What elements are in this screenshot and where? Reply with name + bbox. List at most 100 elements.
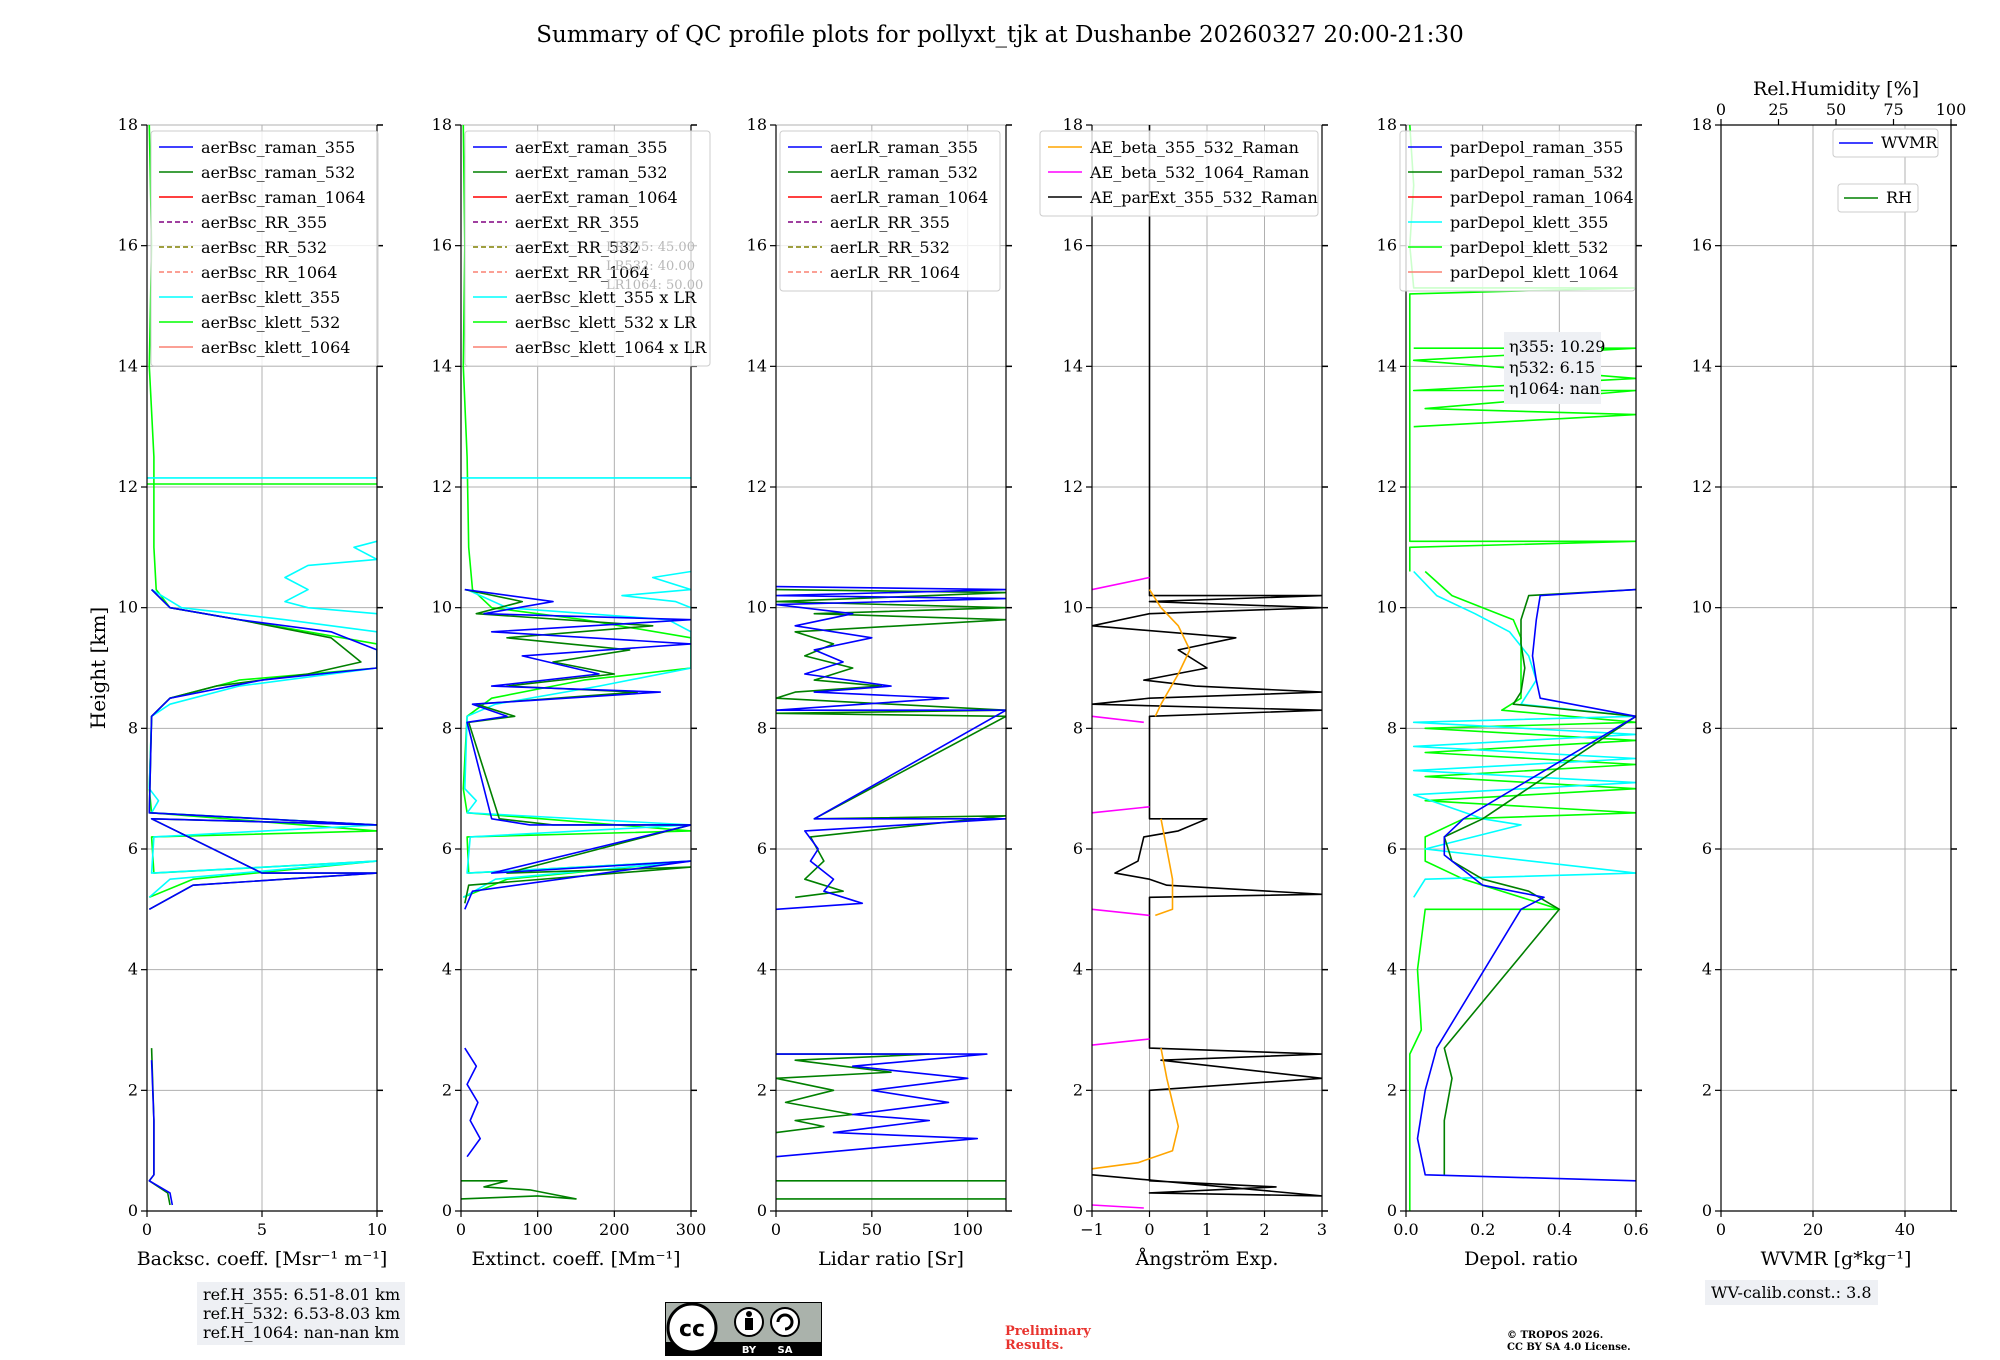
svg-text:cc: cc — [679, 1317, 705, 1342]
series-ae_beta_532_1064_a — [1092, 576, 1150, 591]
xtick-label-1: 0.2 — [1470, 1220, 1495, 1239]
ytick-label-3: 6 — [1387, 839, 1397, 858]
xtick-label-2: 0.4 — [1547, 1220, 1572, 1239]
ytick-label-8: 16 — [1692, 236, 1712, 255]
legend-label-0: WVMR — [1881, 133, 1938, 152]
ytick-label-7: 14 — [432, 356, 452, 375]
ytick-label-5: 10 — [1377, 598, 1397, 617]
legend: parDepol_raman_355 parDepol_raman_532 parD… — [1399, 130, 1636, 292]
ytick-label-4: 8 — [757, 718, 767, 737]
series-aerBsc_raman_355_low — [148, 1060, 174, 1206]
ytick-label-3: 6 — [128, 839, 138, 858]
legend-label-7: aerBsc_klett_532 — [201, 313, 340, 332]
xtick-label-0: 0.0 — [1393, 1220, 1418, 1239]
legend-label-5: aerBsc_RR_1064 — [201, 263, 337, 282]
ytick-label-4: 8 — [1073, 718, 1083, 737]
ytick-label-1: 2 — [1387, 1080, 1397, 1099]
cc-by-sa-logo: cc BY SA — [665, 1302, 822, 1356]
ytick-label-0: 0 — [1073, 1201, 1083, 1220]
ytick-label-2: 4 — [757, 960, 767, 979]
series-klett_532_depol — [1409, 570, 1636, 1211]
lr-label-2: LR1064: 50.00 — [606, 278, 703, 293]
plot-depol: 0 2 4 6 8 10 12 14 16 18 0.0 0.2 0.4 0.6 Depol. ratio p… — [1377, 115, 1649, 1270]
xtick-label-0: −1 — [1080, 1220, 1104, 1239]
legend-box-0 — [1832, 128, 1939, 158]
series-lr_355_low — [776, 1053, 988, 1158]
legend-label-2: parDepol_raman_1064 — [1450, 188, 1634, 207]
ytick-label-9: 18 — [432, 115, 452, 134]
ytick-label-4: 8 — [128, 718, 138, 737]
series-lr_355 — [776, 585, 1006, 911]
cc-by-label: BY — [742, 1345, 757, 1356]
ytick-label-4: 8 — [1702, 718, 1712, 737]
eta-label-2: η1064: nan — [1509, 379, 1600, 398]
ytick-label-4: 8 — [1387, 718, 1397, 737]
ytick-label-7: 14 — [1692, 356, 1712, 375]
xtick-label-3: 0.6 — [1623, 1220, 1648, 1239]
ytick-label-6: 12 — [1063, 477, 1083, 496]
series-klett_355_ext — [462, 588, 691, 898]
xtick-label-1: 50 — [862, 1220, 882, 1239]
legend-label-1: aerExt_raman_532 — [515, 163, 668, 182]
series-klett_355_depol — [1412, 570, 1636, 898]
legend-label-5: aerLR_RR_1064 — [830, 263, 960, 282]
xtick-label-2: 40 — [1895, 1220, 1915, 1239]
top-xtick-label-0: 0 — [1716, 100, 1726, 119]
ytick-label-1: 2 — [128, 1080, 138, 1099]
ytick-label-2: 4 — [128, 960, 138, 979]
series-raman_355_low_ext — [464, 1047, 482, 1158]
xtick-label-3: 2 — [1259, 1220, 1269, 1239]
series-raman_532_depol — [1443, 588, 1636, 1175]
legend-label-3: aerBsc_RR_355 — [201, 213, 327, 232]
preliminary-notice: Preliminary Results. — [1005, 1325, 1091, 1353]
ytick-label-1: 2 — [757, 1080, 767, 1099]
lr-label-1: LR532: 40.00 — [606, 259, 695, 274]
preliminary-line-1: Preliminary — [1005, 1324, 1091, 1339]
ytick-label-7: 14 — [747, 356, 767, 375]
cc-sa-label: SA — [778, 1345, 793, 1356]
series-ae_beta_532_1064_e — [1092, 1038, 1150, 1046]
wv-calibration-box: WV-calib.const.: 3.8 — [1705, 1280, 1878, 1305]
series-ae_beta_532_1064_d — [1092, 908, 1150, 917]
ytick-label-6: 12 — [1377, 477, 1397, 496]
legend-label-0: parDepol_raman_355 — [1450, 138, 1623, 157]
ytick-label-5: 10 — [1063, 598, 1083, 617]
legend-label-6: aerBsc_klett_355 — [201, 288, 340, 307]
eta-label-1: η532: 6.15 — [1509, 358, 1595, 377]
legend-box — [1039, 130, 1319, 217]
ref-height-1064: ref.H_1064: nan-nan km — [203, 1323, 400, 1342]
ytick-label-7: 14 — [1377, 356, 1397, 375]
ytick-label-8: 16 — [747, 236, 767, 255]
legend-label-0: AE_beta_355_532_Raman — [1089, 138, 1299, 157]
ytick-label-8: 16 — [118, 236, 138, 255]
legend-label-1: RH — [1886, 188, 1912, 207]
xlabel: WVMR [g*kg⁻¹] — [1761, 1248, 1912, 1270]
ytick-label-0: 0 — [1702, 1201, 1712, 1220]
series-group — [1092, 125, 1322, 1209]
legend-label-4: parDepol_klett_532 — [1450, 238, 1608, 257]
ytick-label-2: 4 — [1702, 960, 1712, 979]
top-xtick-label-2: 50 — [1826, 100, 1846, 119]
top-xtick-label-3: 75 — [1883, 100, 1903, 119]
series-ae_beta_355_532 — [1148, 589, 1191, 717]
legend-box — [150, 130, 379, 367]
plot-lr: 0 2 4 6 8 10 12 14 16 18 0 50 100 Lidar ratio [Sr] aer… — [747, 115, 1012, 1270]
xtick-label-0: 0 — [456, 1220, 466, 1239]
xlabel: Lidar ratio [Sr] — [818, 1248, 964, 1270]
ytick-label-0: 0 — [442, 1201, 452, 1220]
series-group — [776, 585, 1006, 1200]
plot-ext: 0 2 4 6 8 10 12 14 16 18 0 100 200 300 Extinct. coeff.… — [432, 115, 711, 1270]
ytick-label-7: 14 — [1063, 356, 1083, 375]
ytick-label-9: 18 — [1692, 115, 1712, 134]
ylabel-height: Height [km] — [86, 607, 110, 729]
ytick-label-7: 14 — [118, 356, 138, 375]
ytick-label-9: 18 — [1377, 115, 1397, 134]
legend-label-3: aerLR_RR_355 — [830, 213, 950, 232]
top-xtick-label-4: 100 — [1936, 100, 1967, 119]
ytick-label-0: 0 — [128, 1201, 138, 1220]
legend-label-3: parDepol_klett_355 — [1450, 213, 1608, 232]
series-raman_355_depol — [1416, 588, 1636, 1182]
ref-height-532: ref.H_532: 6.53-8.03 km — [203, 1304, 401, 1323]
